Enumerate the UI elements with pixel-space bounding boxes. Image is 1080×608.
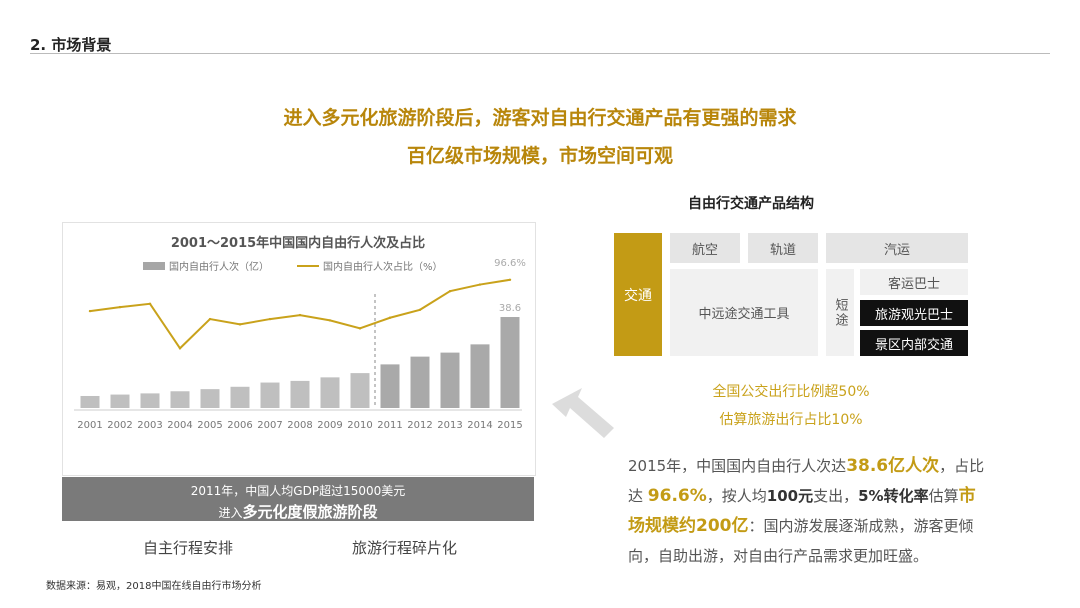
para-text-2: ，占比达 xyxy=(628,457,985,505)
legend-line-label: 国内自由行人次占比（%） xyxy=(323,262,443,273)
bar-2003 xyxy=(140,393,160,408)
bar-2014 xyxy=(470,344,490,408)
chart-frame xyxy=(62,222,536,476)
para-text-5: 估算 xyxy=(928,487,959,505)
para-value-1: 38.6亿人次 xyxy=(846,456,940,476)
para-value-3: 100元 xyxy=(766,487,814,505)
data-source: 数据来源：易观，2018中国在线自由行市场分析 xyxy=(46,581,262,592)
cell-scenic: 景区内部交通 xyxy=(860,330,968,356)
bar-2009 xyxy=(320,377,340,408)
x-tick-2014: 2014 xyxy=(467,420,492,431)
cell-tour-bus: 旅游观光巴士 xyxy=(860,300,968,326)
legend-bar-label: 国内自由行人次（亿） xyxy=(169,262,269,273)
bar-2012 xyxy=(410,356,430,408)
banner-bold: 多元化度假旅游阶段 xyxy=(242,503,378,521)
legend-line-swatch xyxy=(297,264,319,267)
chart-plot: 2001 2002 2003 2004 2005 2006 2007 2008 2009 2010… xyxy=(74,258,526,431)
note-self-arranged: 自主行程安排 xyxy=(143,539,234,557)
cell-bus: 汽运 xyxy=(826,233,968,263)
x-tick-2005: 2005 xyxy=(197,420,222,431)
legend-line: 国内自由行人次占比（%） xyxy=(297,258,443,273)
x-tick-2006: 2006 xyxy=(227,420,252,431)
bar-2002 xyxy=(110,394,130,408)
share-point-2006 xyxy=(238,323,242,326)
x-tick-2013: 2013 xyxy=(437,420,462,431)
bar-2013 xyxy=(440,352,460,408)
x-tick-2009: 2009 xyxy=(317,420,342,431)
gold-note-1: 全国公交出行比例超50% xyxy=(712,384,870,400)
gold-note-2: 估算旅游出行占比10% xyxy=(719,412,863,428)
x-tick-2003: 2003 xyxy=(137,420,162,431)
gdp-banner: 2011年，中国人均GDP超过15000美元 进入多元化度假旅游阶段 xyxy=(62,477,534,521)
x-tick-2011: 2011 xyxy=(377,420,402,431)
share-point-2005 xyxy=(208,317,212,321)
headline-line-2: 百亿级市场规模，市场空间可观 xyxy=(406,145,673,167)
bar-2008 xyxy=(290,380,310,408)
section-title: 2. 市场背景 xyxy=(30,36,112,54)
para-value-5: 市场规模约200亿 xyxy=(628,486,976,536)
line-value-label-2015: 96.6% xyxy=(494,258,526,269)
share-point-2015 xyxy=(508,278,512,281)
cell-mid-long: 中远途交通工具 xyxy=(670,269,818,356)
para-text-4: 支出， xyxy=(813,487,859,505)
cell-rail: 轨道 xyxy=(748,233,818,263)
bar-2001 xyxy=(80,395,100,408)
share-point-2004 xyxy=(178,347,182,350)
bar-value-label-2015: 38.6 xyxy=(499,303,521,314)
arrow-icon xyxy=(552,388,614,438)
banner-line-1: 2011年，中国人均GDP超过15000美元 xyxy=(190,484,406,498)
share-point-2010 xyxy=(358,327,362,330)
chart-title: 2001～2015年中国国内自由行人次及占比 xyxy=(170,236,426,251)
para-text-1: 2015年，中国国内自由行人次达 xyxy=(628,457,847,475)
legend-bar-swatch xyxy=(143,261,165,270)
share-point-2003 xyxy=(148,302,152,306)
bar-2005 xyxy=(200,389,220,408)
share-point-2012 xyxy=(418,308,422,311)
x-tick-2010: 2010 xyxy=(347,420,372,431)
para-text-3: ，按人均 xyxy=(706,487,767,505)
share-point-2009 xyxy=(328,319,332,322)
bar-2007 xyxy=(260,382,280,408)
share-point-2008 xyxy=(298,313,302,317)
share-point-2011 xyxy=(388,316,392,319)
cell-short: 短途 xyxy=(826,269,854,356)
share-point-2014 xyxy=(478,283,482,286)
x-tick-2001: 2001 xyxy=(77,420,102,431)
x-tick-2002: 2002 xyxy=(107,420,132,431)
x-tick-2007: 2007 xyxy=(257,420,282,431)
share-point-2002 xyxy=(118,305,122,309)
x-tick-2015: 2015 xyxy=(497,420,522,431)
bar-2015 xyxy=(500,317,520,408)
bar-2004 xyxy=(170,391,190,408)
x-tick-2008: 2008 xyxy=(287,420,312,431)
bar-2010 xyxy=(350,373,370,408)
bar-2006 xyxy=(230,386,250,408)
cell-transport: 交通 xyxy=(614,233,662,356)
x-tick-2004: 2004 xyxy=(167,420,192,431)
summary-paragraph: 2015年，中国国内自由行人次达38.6亿人次，占比达 96.6%，按人均100… xyxy=(628,451,990,571)
legend-bar: 国内自由行人次（亿） xyxy=(143,258,269,273)
x-tick-2012: 2012 xyxy=(407,420,432,431)
share-point-2001 xyxy=(88,309,92,313)
cell-coach: 客运巴士 xyxy=(860,269,968,295)
para-text-6: ：国内游发展逐渐成熟，游客更倾向，自助出游，对自由行产品需求更加旺盛。 xyxy=(628,517,974,565)
banner-prefix: 进入 xyxy=(218,506,243,520)
share-point-2013 xyxy=(448,290,452,293)
top-divider xyxy=(30,53,1050,54)
structure-title: 自由行交通产品结构 xyxy=(688,196,814,212)
headline-line-1: 进入多元化旅游阶段后，游客对自由行交通产品有更强的需求 xyxy=(283,107,797,129)
para-value-4: 5%转化率 xyxy=(858,487,929,505)
note-fragmented: 旅游行程碎片化 xyxy=(352,539,458,557)
cell-air: 航空 xyxy=(670,233,740,263)
para-value-2: 96.6% xyxy=(647,486,707,506)
share-point-2007 xyxy=(268,317,272,321)
bar-2011 xyxy=(380,364,400,408)
